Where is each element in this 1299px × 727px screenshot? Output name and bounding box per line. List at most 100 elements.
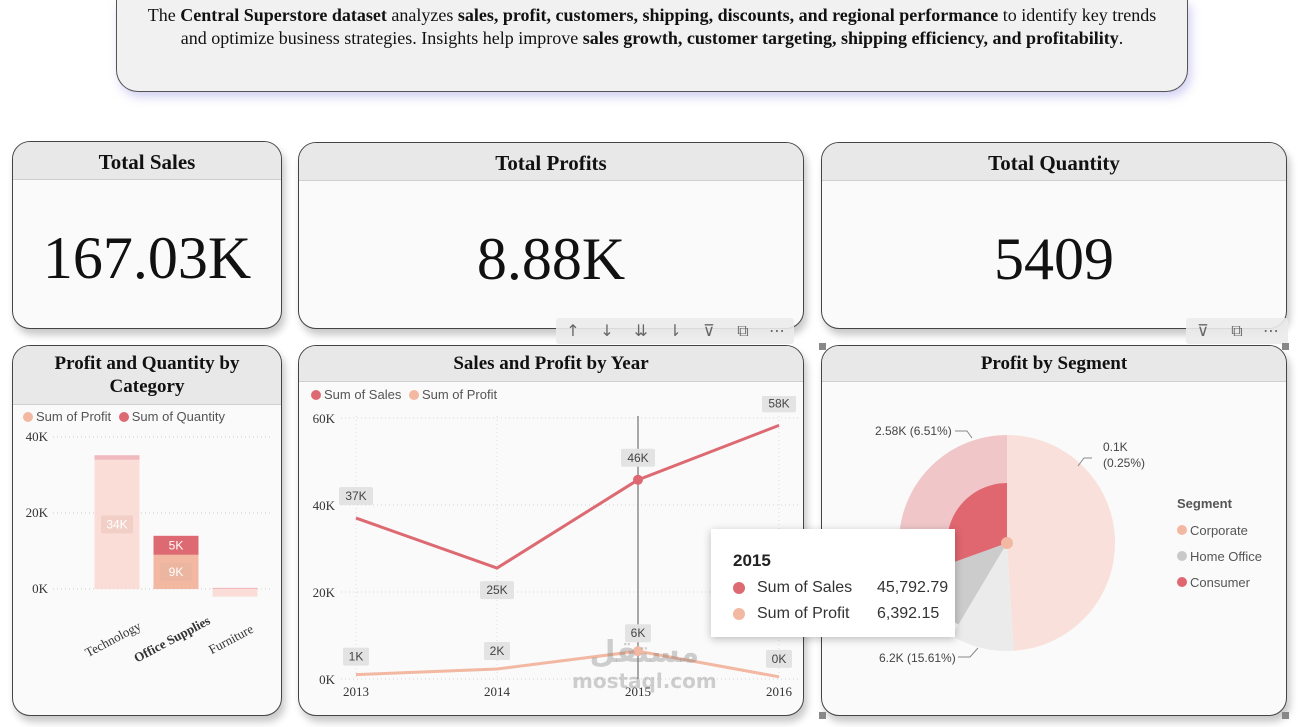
legend-label: Sum of Profit [421, 387, 498, 402]
leader-line [1077, 457, 1092, 467]
series-line [355, 649, 780, 679]
chart-legend: Sum of Sales Sum of Profit [311, 387, 501, 403]
leader-line [955, 430, 973, 439]
data-label-bg [621, 448, 655, 467]
kpi-card-total-quantity[interactable]: Total Quantity 5409 [821, 142, 1287, 329]
data-label: 46K [627, 451, 648, 465]
data-label: 37K [345, 489, 366, 503]
tooltip-key: Sum of Sales [757, 579, 853, 596]
description-text: The [147, 5, 181, 25]
data-label-bg [762, 396, 796, 413]
resize-handle[interactable] [819, 343, 826, 350]
drill-up-icon[interactable]: ↑ [566, 321, 580, 340]
x-tick-label: 2015 [625, 684, 651, 699]
resize-handle[interactable] [1282, 712, 1289, 719]
tooltip-row: Sum of Profit 6,392.15 [733, 605, 939, 623]
pie-chart: 2.58K (6.51%) 0.1K (0.25%) 6.2K (15.61%) [875, 424, 1145, 665]
watermark-logo: مستقل mostaql.com [572, 636, 717, 693]
data-label: 6K [631, 626, 646, 640]
description-text: sales growth, customer targeting, shippi… [582, 28, 1119, 48]
bar-quantity [153, 535, 199, 555]
bar-profit [212, 589, 258, 597]
legend-item[interactable]: Sum of Sales [311, 387, 401, 402]
legend-item[interactable]: Sum of Profit [23, 409, 111, 424]
x-tick-label: Furniture [206, 621, 256, 657]
tooltip-value: 6,392.15 [877, 605, 940, 622]
kpi-title: Total Quantity [822, 143, 1286, 181]
legend-dot-icon [311, 389, 321, 400]
legend-label: Home Office [1190, 548, 1263, 564]
legend-dot-icon [1177, 551, 1187, 561]
kpi-value: 167.03K [42, 225, 252, 291]
description-text: to identify key trends and optimize busi… [180, 5, 1157, 48]
visual-toolbar: ↑ ↓ ⇊ ⇂ ⊽ ⧉ ⋯ [556, 318, 794, 344]
tooltip-row: Sum of Sales 45,792.79 [733, 579, 948, 597]
pie-slice-corporate [1007, 435, 1116, 651]
description-text: . [1118, 28, 1124, 48]
focus-mode-icon[interactable]: ⧉ [1231, 321, 1243, 340]
legend-item[interactable]: Sum of Profit [408, 387, 498, 402]
expand-all-icon[interactable]: ⇊ [634, 321, 648, 340]
chart-legend: Sum of Profit Sum of Quantity [23, 409, 229, 425]
data-label-bg [480, 581, 514, 600]
x-tick-label: Office Supplies [131, 613, 212, 666]
focus-mode-icon[interactable]: ⧉ [737, 321, 749, 340]
description-text: analyzes [386, 5, 458, 25]
data-label: 2K [490, 644, 505, 658]
y-tick-label: 20K [313, 585, 336, 600]
panel-profit-quantity-by-category[interactable]: Profit and Quantity by Category Sum of P… [12, 345, 282, 716]
legend-label: Corporate [1190, 522, 1248, 538]
line-chart: 60K 40K 20K 0K 2013 2014 2015 2016 37K 25K 46K 58K 1… [313, 396, 799, 699]
legend-dot-icon [23, 411, 33, 422]
kpi-card-total-sales[interactable]: Total Sales 167.03K [12, 141, 282, 329]
data-label-bg [484, 641, 510, 660]
slice-label: 6.2K (15.61%) [879, 651, 956, 665]
legend-item[interactable]: Home Office [1177, 543, 1262, 569]
data-label-bg [160, 562, 192, 581]
series-line [355, 423, 780, 570]
legend-item[interactable]: Consumer [1177, 569, 1262, 595]
pie-slice-consumer [947, 483, 1007, 564]
filter-icon[interactable]: ⊽ [703, 321, 715, 340]
legend-dot-icon [408, 389, 419, 400]
kpi-card-total-profits[interactable]: Total Profits 8.88K [298, 142, 804, 329]
slice-label: 2.58K (6.51%) [875, 424, 952, 438]
pie-slice-home-office [951, 543, 1014, 651]
data-label-bg [625, 624, 651, 643]
panel-sales-profit-by-year[interactable]: Sales and Profit by Year Sum of Sales Su… [298, 345, 804, 716]
dashboard-description: The Central Superstore dataset analyzes … [116, 0, 1188, 92]
legend-title: Segment [1177, 496, 1232, 511]
data-label: 25K [486, 583, 507, 597]
data-label-bg [101, 515, 133, 534]
legend-dot-icon [1177, 577, 1187, 587]
slice-label: 0.1K [1103, 440, 1128, 454]
more-options-icon[interactable]: ⋯ [769, 321, 785, 340]
x-tick-label: 2016 [766, 684, 793, 699]
data-label: 0K [772, 652, 787, 666]
y-tick-label: 40K [313, 498, 336, 513]
next-level-icon[interactable]: ⇂ [668, 321, 682, 340]
segment-legend: Segment Corporate Home Office Consumer [1177, 496, 1262, 595]
legend-label: Sum of Profit [36, 409, 112, 424]
chart-title: Profit and Quantity by Category [13, 346, 281, 405]
kpi-value: 5409 [994, 226, 1114, 292]
legend-item[interactable]: Corporate [1177, 517, 1262, 543]
drill-down-icon[interactable]: ↓ [600, 321, 614, 340]
tooltip-title: 2015 [733, 551, 771, 570]
visual-toolbar: ⊽ ⧉ ⋯ [1186, 318, 1288, 344]
legend-dot-icon [118, 411, 129, 422]
tooltip-key: Sum of Profit [757, 605, 850, 622]
legend-item[interactable]: Sum of Quantity [118, 409, 225, 424]
resize-handle[interactable] [819, 712, 826, 719]
more-options-icon[interactable]: ⋯ [1263, 321, 1279, 340]
filter-icon[interactable]: ⊽ [1197, 321, 1209, 340]
description-text: sales, profit, customers, shipping, disc… [457, 5, 999, 25]
legend-label: Sum of Quantity [131, 409, 225, 424]
x-tick-label: 2014 [484, 684, 511, 699]
x-tick-label: 2013 [343, 684, 369, 699]
data-label: 58K [768, 396, 789, 410]
pie-center-dot [1001, 537, 1013, 549]
resize-handle[interactable] [1282, 343, 1289, 350]
kpi-title: Total Sales [13, 142, 281, 180]
